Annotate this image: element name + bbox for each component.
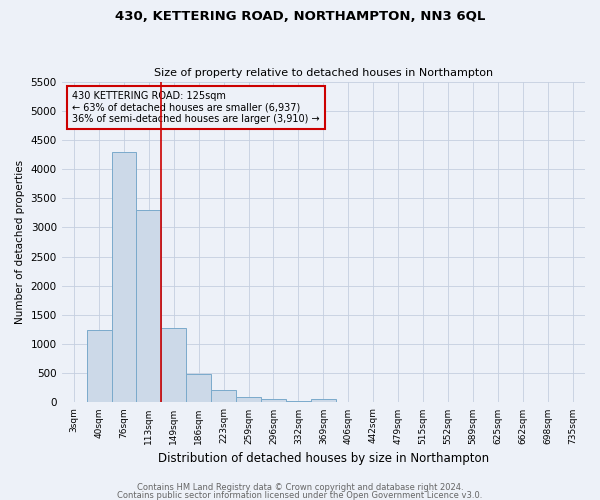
- Title: Size of property relative to detached houses in Northampton: Size of property relative to detached ho…: [154, 68, 493, 78]
- Bar: [136, 210, 161, 402]
- Bar: [211, 390, 236, 402]
- Bar: [112, 152, 136, 402]
- X-axis label: Distribution of detached houses by size in Northampton: Distribution of detached houses by size …: [158, 452, 489, 465]
- Bar: [161, 328, 186, 402]
- Text: 430 KETTERING ROAD: 125sqm
← 63% of detached houses are smaller (6,937)
36% of s: 430 KETTERING ROAD: 125sqm ← 63% of deta…: [72, 91, 320, 124]
- Text: Contains public sector information licensed under the Open Government Licence v3: Contains public sector information licen…: [118, 491, 482, 500]
- Bar: [186, 374, 211, 402]
- Text: 430, KETTERING ROAD, NORTHAMPTON, NN3 6QL: 430, KETTERING ROAD, NORTHAMPTON, NN3 6Q…: [115, 10, 485, 23]
- Bar: [236, 397, 261, 402]
- Bar: [86, 330, 112, 402]
- Bar: [261, 399, 286, 402]
- Bar: [286, 400, 311, 402]
- Y-axis label: Number of detached properties: Number of detached properties: [15, 160, 25, 324]
- Text: Contains HM Land Registry data © Crown copyright and database right 2024.: Contains HM Land Registry data © Crown c…: [137, 484, 463, 492]
- Bar: [311, 399, 336, 402]
